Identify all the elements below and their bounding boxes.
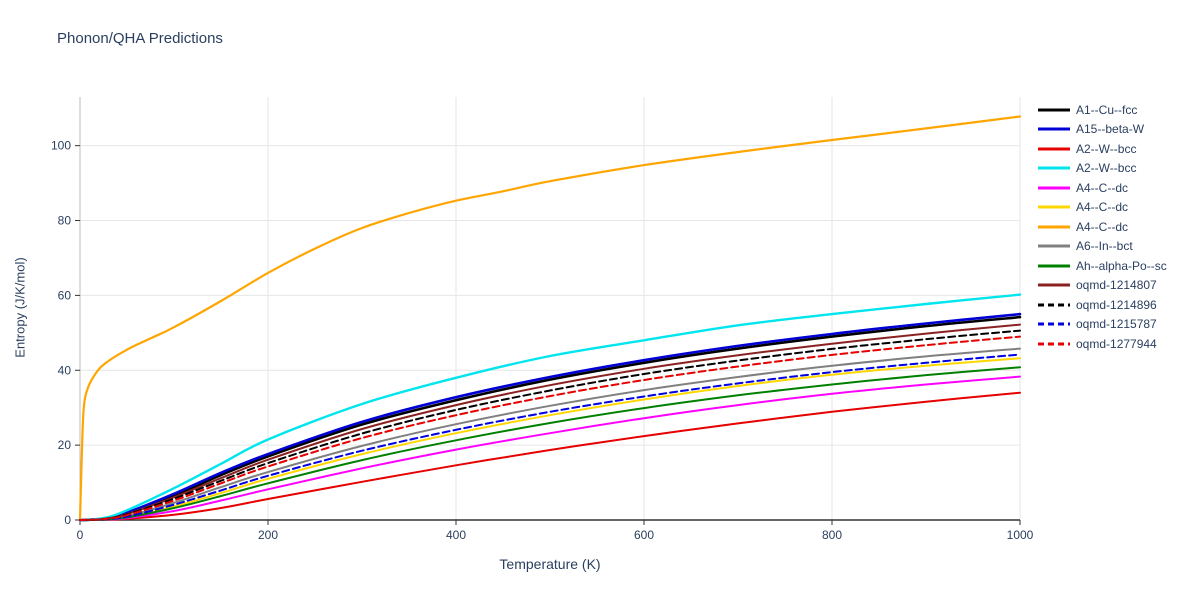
y-axis-label: Entropy (J/K/mol)	[12, 257, 28, 358]
series-4-A4--C--dc[interactable]	[79, 375, 1021, 521]
x-tick-label: 1000	[1007, 528, 1034, 542]
legend-label: A1--Cu--fcc	[1076, 102, 1138, 117]
x-tick-label: 400	[446, 528, 466, 542]
series-6-A4--C--dc[interactable]	[78, 115, 1022, 522]
legend-label: A4--C--dc	[1076, 200, 1129, 215]
legend-line-swatch	[1038, 283, 1070, 287]
series-12-oqmd-1277944[interactable]	[79, 335, 1021, 521]
legend-item-11[interactable]: oqmd-1215787	[1038, 315, 1200, 335]
legend-item-1[interactable]: A15--beta-W	[1038, 120, 1200, 140]
chart-title: Phonon/QHA Predictions	[57, 30, 223, 47]
legend-line-swatch	[1038, 166, 1070, 170]
legend-item-9[interactable]: oqmd-1214807	[1038, 276, 1200, 296]
legend-label: oqmd-1214807	[1076, 278, 1157, 293]
legend-line-swatch	[1038, 322, 1070, 326]
legend-item-3[interactable]: A2--W--bcc	[1038, 159, 1200, 179]
legend-item-8[interactable]: Ah--alpha-Po--sc	[1038, 256, 1200, 276]
legend-label: A2--W--bcc	[1076, 161, 1137, 176]
legend-label: A4--C--dc	[1076, 219, 1129, 234]
legend-item-2[interactable]: A2--W--bcc	[1038, 139, 1200, 159]
legend-item-7[interactable]: A6--In--bct	[1038, 237, 1200, 257]
x-tick-label: 200	[258, 528, 278, 542]
legend-line-swatch	[1038, 225, 1070, 229]
legend-line-swatch	[1038, 147, 1070, 151]
legend-label: Ah--alpha-Po--sc	[1076, 258, 1167, 273]
series-2-A2--W--bcc[interactable]	[79, 391, 1021, 521]
series-8-Ah--alpha-Po--sc[interactable]	[79, 366, 1021, 521]
legend-item-12[interactable]: oqmd-1277944	[1038, 334, 1200, 354]
legend-label: A6--In--bct	[1076, 239, 1133, 254]
x-tick-label: 600	[634, 528, 654, 542]
legend: A1--Cu--fcc A15--beta-W A2--W--bcc A2--W--b…	[1038, 100, 1200, 354]
x-axis-label: Temperature (K)	[499, 556, 601, 572]
legend-label: A4--C--dc	[1076, 180, 1129, 195]
legend-item-10[interactable]: oqmd-1214896	[1038, 295, 1200, 315]
y-tick-label: 40	[58, 363, 72, 377]
series-10-oqmd-1214896[interactable]	[79, 329, 1021, 521]
legend-label: oqmd-1277944	[1076, 336, 1157, 351]
legend-label: oqmd-1214896	[1076, 297, 1157, 312]
series-7-A6--In--bct[interactable]	[79, 347, 1021, 521]
legend-line-swatch	[1038, 205, 1070, 209]
legend-item-6[interactable]: A4--C--dc	[1038, 217, 1200, 237]
y-tick-label: 0	[64, 513, 71, 527]
y-tick-label: 100	[51, 139, 71, 153]
y-tick-label: 20	[58, 438, 72, 452]
y-tick-label: 80	[58, 214, 72, 228]
legend-line-swatch	[1038, 342, 1070, 346]
legend-line-swatch	[1038, 264, 1070, 268]
y-tick-label: 60	[58, 288, 72, 302]
series-1-A15--beta-W[interactable]	[78, 312, 1022, 522]
legend-label: A2--W--bcc	[1076, 141, 1137, 156]
legend-label: oqmd-1215787	[1076, 317, 1157, 332]
legend-line-swatch	[1038, 186, 1070, 190]
legend-item-5[interactable]: A4--C--dc	[1038, 198, 1200, 218]
legend-line-swatch	[1038, 108, 1070, 112]
legend-item-0[interactable]: A1--Cu--fcc	[1038, 100, 1200, 120]
series-3-A2--W--bcc[interactable]	[78, 293, 1022, 522]
legend-item-4[interactable]: A4--C--dc	[1038, 178, 1200, 198]
legend-line-swatch	[1038, 244, 1070, 248]
series-11-oqmd-1215787[interactable]	[79, 353, 1021, 521]
x-tick-label: 0	[77, 528, 84, 542]
legend-line-swatch	[1038, 127, 1070, 131]
legend-line-swatch	[1038, 303, 1070, 307]
legend-label: A15--beta-W	[1076, 122, 1145, 137]
x-tick-label: 800	[822, 528, 842, 542]
